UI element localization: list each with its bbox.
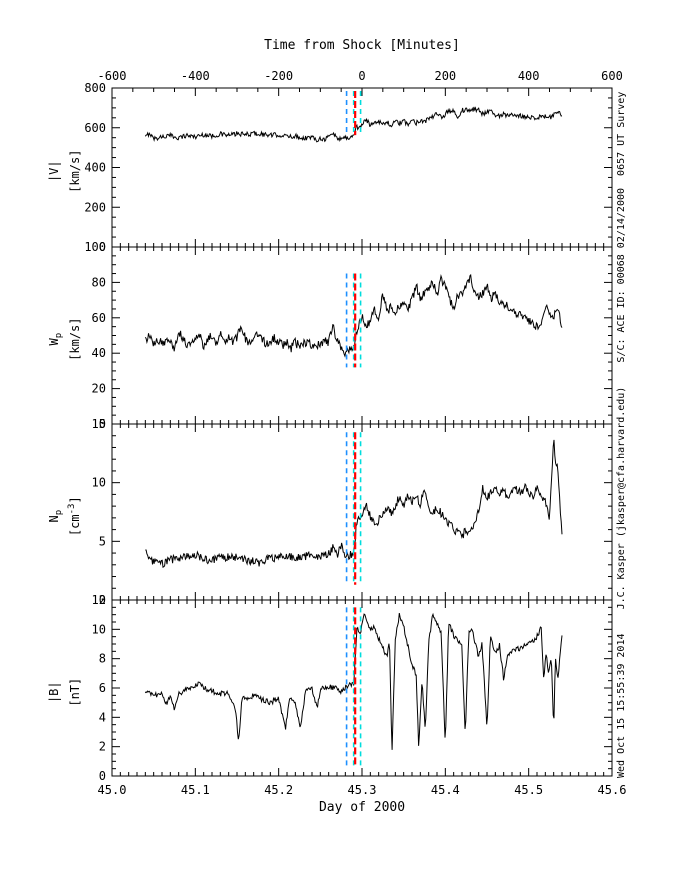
- tick-label: -200: [264, 69, 293, 83]
- data-trace-panel-2: [144, 273, 563, 358]
- tick-label: 8: [99, 652, 106, 666]
- tick-label: 45.6: [598, 783, 627, 797]
- tick-label: 200: [84, 200, 106, 214]
- tick-label: 400: [518, 69, 540, 83]
- y-axis-label-speed: |V| [km/s]: [46, 91, 83, 251]
- tick-label: 6: [99, 681, 106, 695]
- tick-label: 45.0: [98, 783, 127, 797]
- tick-label: 600: [601, 69, 623, 83]
- y-axis-label-bfield: |B| [nT]: [46, 612, 83, 772]
- bottom-axis-title: Day of 2000: [318, 800, 406, 815]
- tick-label: 100: [84, 240, 106, 254]
- tick-label: 45.4: [431, 783, 460, 797]
- panel-3: 0 5 10 15: [92, 417, 613, 607]
- y-axis-label-thermal-speed-symbol: Wp: [46, 332, 65, 346]
- tick-label: 40: [92, 346, 106, 360]
- tick-label: -400: [181, 69, 210, 83]
- panel-1: 0 200 400 600 800-600 -400 -200 0 200 400 600: [84, 69, 623, 254]
- tick-label: 0: [99, 417, 106, 431]
- provenance-annotation: Wed Oct 15 15:55:39 2014 J.C. Kasper (jk…: [616, 91, 627, 778]
- data-trace-panel-3: [145, 439, 563, 569]
- y-axis-label-density-unit: [cm-3]: [67, 496, 83, 537]
- top-axis-title: Time from Shock [Minutes]: [264, 38, 460, 53]
- tick-label: 4: [99, 710, 106, 724]
- tick-label: 60: [92, 311, 106, 325]
- y-axis-label-bfield-unit: [nT]: [68, 677, 83, 707]
- y-axis-label-speed-symbol: |V|: [46, 160, 61, 183]
- tick-label: 2: [99, 740, 106, 754]
- tick-label: 45.5: [514, 783, 543, 797]
- tick-label: -600: [98, 69, 127, 83]
- tick-label: 400: [84, 161, 106, 175]
- tick-label: 12: [92, 593, 106, 607]
- tick-label: 10: [92, 622, 106, 636]
- y-axis-label-speed-unit: [km/s]: [68, 149, 83, 193]
- data-trace-panel-4: [144, 612, 563, 750]
- tick-label: 20: [92, 382, 106, 396]
- tick-label: 10: [92, 476, 106, 490]
- y-axis-label-density-symbol: Np: [46, 509, 65, 523]
- y-axis-label-bfield-symbol: |B|: [46, 681, 61, 704]
- panel-2: 0 20 40 60 80 100: [84, 240, 613, 431]
- tick-label: 45.2: [264, 783, 293, 797]
- tick-label: 800: [84, 81, 106, 95]
- tick-label: 0: [99, 593, 106, 607]
- tick-label: 45.3: [348, 783, 377, 797]
- tick-label: 80: [92, 275, 106, 289]
- tick-label: 15: [92, 417, 106, 431]
- y-axis-label-thermal-speed-unit: [km/s]: [68, 317, 83, 361]
- tick-label: 0: [99, 769, 106, 783]
- tick-label: 600: [84, 121, 106, 135]
- y-axis-label-thermal-speed: Wp [km/s]: [46, 259, 83, 419]
- tick-label: 45.1: [181, 783, 210, 797]
- tick-label: 0: [99, 240, 106, 254]
- tick-label: 200: [434, 69, 456, 83]
- data-trace-panel-1: [144, 106, 563, 143]
- panel-4: 0 2 4 6 8 10 12 45.0 45.1 45.2 45.3 45.4 45.5 45.6: [92, 593, 627, 797]
- tick-label: 5: [99, 534, 106, 548]
- y-axis-label-density: Np [cm-3]: [46, 436, 83, 596]
- tick-label: 0: [358, 69, 365, 83]
